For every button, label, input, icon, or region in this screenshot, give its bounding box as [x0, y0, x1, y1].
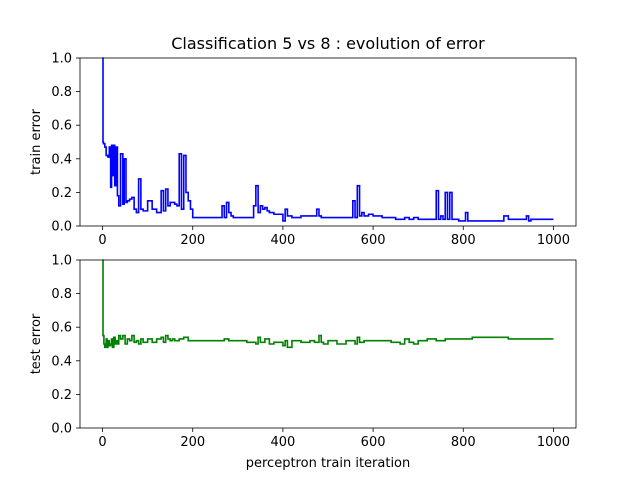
chart-title: Classification 5 vs 8 : evolution of err…	[171, 34, 485, 53]
subplot-1: 0 200 400 600 800 1000 0.0 0.2 0.4 0.6 0.8 1.0 test …	[29, 254, 577, 450]
axes-frame-1	[79, 259, 577, 429]
x-tick-label-1-3: 600	[361, 435, 386, 450]
x-tick-label-0-4: 800	[451, 233, 476, 248]
x-tick-label-0-2: 400	[270, 233, 295, 248]
y-tick-label-0-4: 0.8	[51, 85, 72, 100]
x-tick-label-1-5: 1000	[537, 435, 570, 450]
y-tick-label-0-1: 0.2	[51, 186, 72, 201]
x-tick-label-0-1: 200	[180, 233, 205, 248]
axes-frame-0	[79, 57, 577, 227]
y-tick-label-1-2: 0.4	[51, 354, 72, 369]
y-axis-label-1: test error	[29, 313, 44, 374]
x-tick-label-1-2: 400	[270, 435, 295, 450]
y-axis-label-0: train error	[29, 108, 44, 175]
subplot-0: 0 200 400 600 800 1000 0.0 0.2 0.4 0.6 0.8 1.0 train…	[29, 52, 577, 248]
y-tick-label-1-3: 0.6	[51, 321, 72, 336]
y-tick-label-1-1: 0.2	[51, 388, 72, 403]
y-tick-label-1-0: 0.0	[51, 422, 72, 437]
y-tick-label-0-2: 0.4	[51, 152, 72, 167]
y-tick-label-0-0: 0.0	[51, 220, 72, 235]
x-tick-label-1-1: 200	[180, 435, 205, 450]
y-tick-label-0-3: 0.6	[51, 119, 72, 134]
x-tick-label-0-5: 1000	[537, 233, 570, 248]
x-tick-label-0-0: 0	[98, 233, 106, 248]
series-line-0-0	[102, 57, 554, 222]
y-tick-label-0-5: 1.0	[51, 52, 72, 67]
x-tick-label-1-4: 800	[451, 435, 476, 450]
series-line-1-0	[102, 259, 554, 349]
x-tick-label-1-0: 0	[98, 435, 106, 450]
x-axis-label: perceptron train iteration	[246, 456, 411, 471]
y-tick-label-1-4: 0.8	[51, 287, 72, 302]
x-tick-label-0-3: 600	[361, 233, 386, 248]
y-tick-label-1-5: 1.0	[51, 254, 72, 269]
